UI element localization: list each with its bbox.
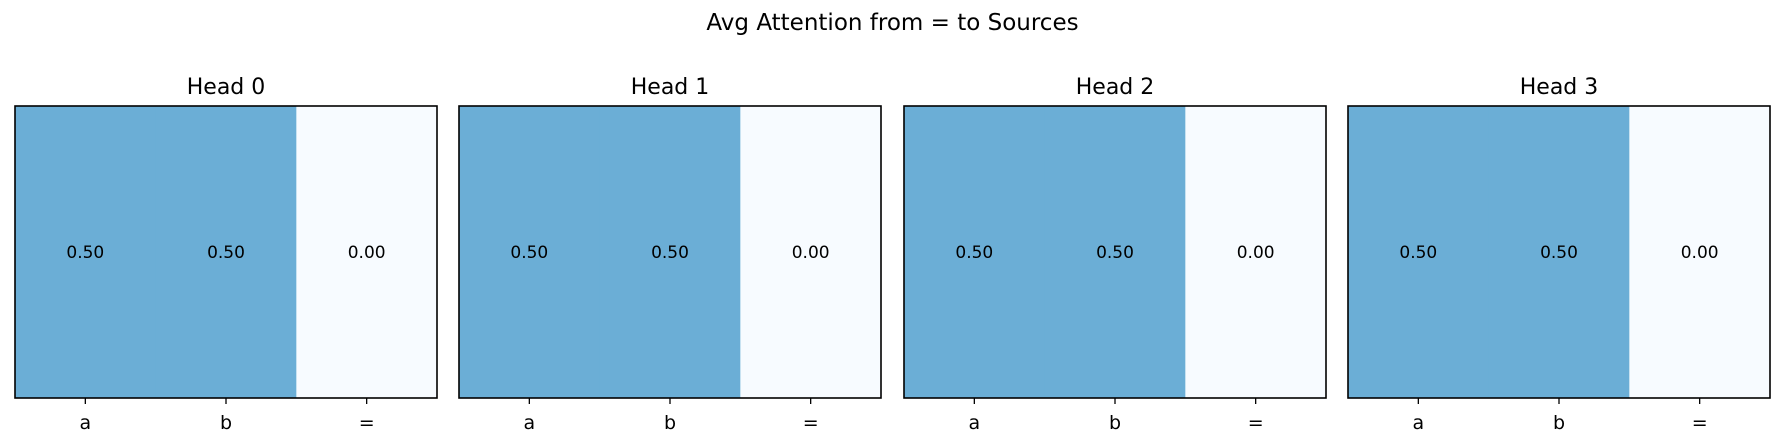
cell-value-label: 0.50 <box>1540 243 1578 263</box>
x-tick-label: a <box>524 412 536 434</box>
heatmap-cell <box>1044 106 1186 398</box>
panel-frame <box>1347 105 1771 399</box>
cell-value-label: 0.50 <box>955 243 993 263</box>
panel-title: Head 2 <box>1076 75 1155 100</box>
heatmap-cell <box>740 106 882 398</box>
heatmap-cell <box>1185 106 1327 398</box>
heatmap-cell <box>296 106 438 398</box>
cell-value-label: 0.50 <box>1096 243 1134 263</box>
cell-value-label: 0.50 <box>1399 243 1437 263</box>
heatmap-cell <box>1629 106 1771 398</box>
x-tick-label: a <box>969 412 981 434</box>
x-tick-label: = <box>359 412 375 434</box>
cell-value-label: 0.50 <box>66 243 104 263</box>
panel-frame <box>458 105 882 399</box>
x-tick-label: b <box>664 412 676 434</box>
x-tick-label: = <box>1692 412 1708 434</box>
heatmap-cell <box>599 106 741 398</box>
cell-value-label: 0.00 <box>1681 243 1719 263</box>
figure-title: Avg Attention from = to Sources <box>706 10 1079 36</box>
cell-value-label: 0.00 <box>792 243 830 263</box>
panel-title: Head 0 <box>187 75 266 100</box>
heatmap-cell <box>1348 106 1490 398</box>
panel-title: Head 1 <box>631 75 710 100</box>
x-tick-label: = <box>803 412 819 434</box>
heatmap-panel-2: Head 2 0.50 a 0.50 b 0.00 = <box>903 75 1327 434</box>
heatmap-cell <box>904 106 1046 398</box>
panel-frame <box>14 105 438 399</box>
panel-frame <box>903 105 1327 399</box>
heatmap-panel-1: Head 1 0.50 a 0.50 b 0.00 = <box>458 75 882 434</box>
cell-value-label: 0.00 <box>348 243 386 263</box>
heatmap-cell <box>459 106 601 398</box>
x-tick-label: b <box>1553 412 1565 434</box>
x-tick-label: b <box>220 412 232 434</box>
cell-value-label: 0.50 <box>207 243 245 263</box>
x-tick-label: = <box>1248 412 1264 434</box>
heatmap-cell <box>15 106 157 398</box>
heatmap-panel-0: Head 0 0.50 a 0.50 b 0.00 = <box>14 75 438 434</box>
x-tick-label: a <box>1413 412 1425 434</box>
cell-value-label: 0.50 <box>651 243 689 263</box>
panel-title: Head 3 <box>1520 75 1599 100</box>
x-tick-label: b <box>1109 412 1121 434</box>
heatmap-cell <box>1488 106 1630 398</box>
cell-value-label: 0.50 <box>510 243 548 263</box>
x-tick-label: a <box>80 412 92 434</box>
heatmap-cell <box>155 106 297 398</box>
heatmap-panel-3: Head 3 0.50 a 0.50 b 0.00 = <box>1347 75 1771 434</box>
cell-value-label: 0.00 <box>1237 243 1275 263</box>
